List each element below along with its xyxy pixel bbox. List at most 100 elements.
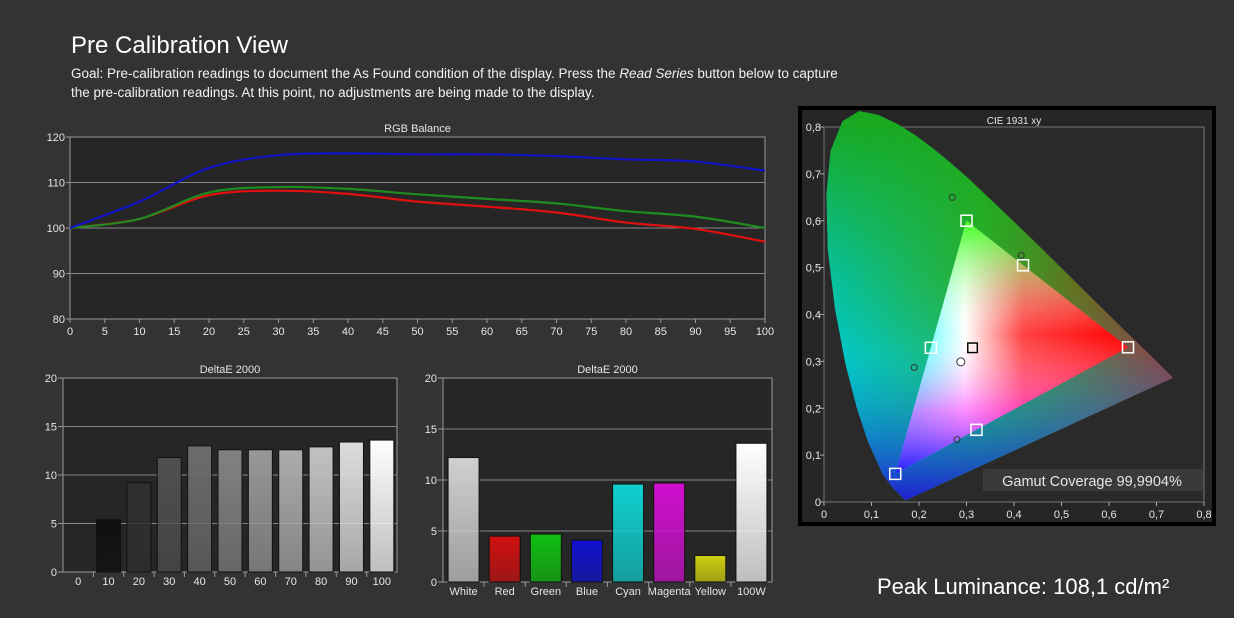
x-tick-label: 100 bbox=[373, 576, 391, 588]
x-tick-label: 95 bbox=[724, 326, 736, 338]
measured-yellow bbox=[1017, 251, 1025, 259]
y-tick-label: 5 bbox=[431, 526, 437, 538]
x-tick-label: 0,4 bbox=[1006, 509, 1021, 521]
bar bbox=[369, 439, 395, 573]
y-tick-label: 5 bbox=[51, 519, 57, 531]
measured-magenta bbox=[953, 436, 961, 444]
x-tick-label: 40 bbox=[194, 576, 206, 588]
x-tick-label: 80 bbox=[620, 326, 632, 338]
x-tick-label: 60 bbox=[481, 326, 493, 338]
x-tick-label: 0,5 bbox=[1054, 509, 1069, 521]
y-tick-label: 10 bbox=[425, 475, 437, 487]
bar bbox=[694, 554, 727, 583]
gamut-coverage-label: Gamut Coverage 99,9904% bbox=[1002, 474, 1182, 490]
goal-prefix: Goal: Pre-calibration readings to docume… bbox=[71, 66, 620, 81]
x-tick-label: 60 bbox=[254, 576, 266, 588]
target-red bbox=[1121, 341, 1135, 354]
y-tick-label: 0,8 bbox=[806, 122, 821, 134]
x-tick-label: 35 bbox=[307, 326, 319, 338]
peak-luminance: Peak Luminance: 108,1 cd/m² bbox=[877, 574, 1170, 599]
x-tick-label: 45 bbox=[377, 326, 389, 338]
goal-suffix: button below to capture the pre-calibrat… bbox=[71, 66, 838, 100]
x-tick-label: 90 bbox=[345, 576, 357, 588]
x-tick-label: 70 bbox=[550, 326, 562, 338]
x-tick-label: 40 bbox=[342, 326, 354, 338]
chart-title: DeltaE 2000 bbox=[577, 364, 638, 376]
bar bbox=[96, 519, 122, 573]
x-tick-label: 70 bbox=[285, 576, 297, 588]
y-tick-label: 0 bbox=[431, 577, 437, 589]
bar bbox=[570, 539, 603, 583]
bar bbox=[156, 457, 182, 573]
x-tick-label: 20 bbox=[203, 326, 215, 338]
x-tick-label: 50 bbox=[411, 326, 423, 338]
x-tick-label: 15 bbox=[168, 326, 180, 338]
x-tick-label: 0 bbox=[821, 509, 827, 521]
x-tick-label: 0,7 bbox=[1149, 509, 1164, 521]
x-tick-label: Magenta bbox=[648, 586, 692, 598]
bar bbox=[187, 445, 213, 573]
x-tick-label: 30 bbox=[163, 576, 175, 588]
chart-title: CIE 1931 xy bbox=[987, 116, 1041, 127]
goal-text: Goal: Pre-calibration readings to docume… bbox=[71, 64, 841, 102]
y-tick-label: 0,2 bbox=[806, 403, 821, 415]
y-tick-label: 0,3 bbox=[806, 356, 821, 368]
x-tick-label: White bbox=[450, 586, 478, 598]
x-tick-label: 0,6 bbox=[1101, 509, 1116, 521]
x-tick-label: Red bbox=[495, 586, 515, 598]
measured-cyan bbox=[910, 363, 918, 371]
x-tick-label: 25 bbox=[238, 326, 250, 338]
red-series-line bbox=[69, 189, 766, 243]
x-tick-label: 30 bbox=[272, 326, 284, 338]
target-white bbox=[967, 342, 979, 354]
y-tick-label: 80 bbox=[53, 314, 65, 326]
x-tick-label: Cyan bbox=[615, 586, 641, 598]
target-white-inner bbox=[968, 343, 977, 352]
x-tick-label: 55 bbox=[446, 326, 458, 338]
measured-green bbox=[948, 193, 956, 201]
x-tick-label: Yellow bbox=[695, 586, 726, 598]
y-tick-label: 10 bbox=[45, 470, 57, 482]
chart-title: RGB Balance bbox=[384, 123, 451, 135]
gamut-coverage-box bbox=[983, 469, 1203, 491]
y-tick-label: 110 bbox=[47, 178, 65, 190]
measured-white bbox=[956, 357, 966, 367]
chart-title: DeltaE 2000 bbox=[200, 364, 261, 376]
y-tick-label: 15 bbox=[425, 424, 437, 436]
x-tick-label: 0 bbox=[67, 326, 73, 338]
x-tick-label: 0,3 bbox=[959, 509, 974, 521]
bar bbox=[735, 442, 768, 583]
y-tick-label: 90 bbox=[53, 269, 65, 281]
target-yellow bbox=[1016, 259, 1030, 272]
x-tick-label: 50 bbox=[224, 576, 236, 588]
bar bbox=[653, 482, 686, 583]
x-tick-label: 10 bbox=[102, 576, 114, 588]
y-tick-label: 0,7 bbox=[806, 169, 821, 181]
rgb-balance-chart: RGB Balance 80 90 100 110 120 0 5 10 15 20 25 30 35 40… bbox=[47, 123, 775, 338]
y-tick-label: 20 bbox=[425, 373, 437, 385]
bar bbox=[338, 441, 364, 573]
y-tick-label: 0 bbox=[815, 497, 821, 509]
x-tick-label: 100W bbox=[737, 586, 766, 598]
x-tick-label: Blue bbox=[576, 586, 598, 598]
x-tick-label: 65 bbox=[516, 326, 528, 338]
y-tick-label: 0,1 bbox=[806, 450, 821, 462]
x-tick-label: 0,1 bbox=[864, 509, 879, 521]
bar bbox=[488, 535, 521, 583]
y-tick-label: 0,5 bbox=[806, 263, 821, 275]
y-tick-label: 100 bbox=[47, 223, 65, 235]
gamut-triangle-shade bbox=[895, 220, 1128, 474]
y-tick-label: 0,6 bbox=[806, 216, 821, 228]
y-tick-label: 120 bbox=[47, 132, 65, 144]
x-tick-label: 0,2 bbox=[911, 509, 926, 521]
bar bbox=[217, 449, 243, 573]
bar bbox=[126, 482, 152, 573]
x-tick-label: 80 bbox=[315, 576, 327, 588]
bar bbox=[247, 449, 273, 573]
y-tick-label: 15 bbox=[45, 422, 57, 434]
page-title: Pre Calibration View bbox=[71, 32, 288, 59]
blue-series-line bbox=[69, 152, 766, 230]
bar bbox=[529, 533, 562, 583]
x-tick-label: 10 bbox=[133, 326, 145, 338]
x-tick-label: Green bbox=[531, 586, 562, 598]
